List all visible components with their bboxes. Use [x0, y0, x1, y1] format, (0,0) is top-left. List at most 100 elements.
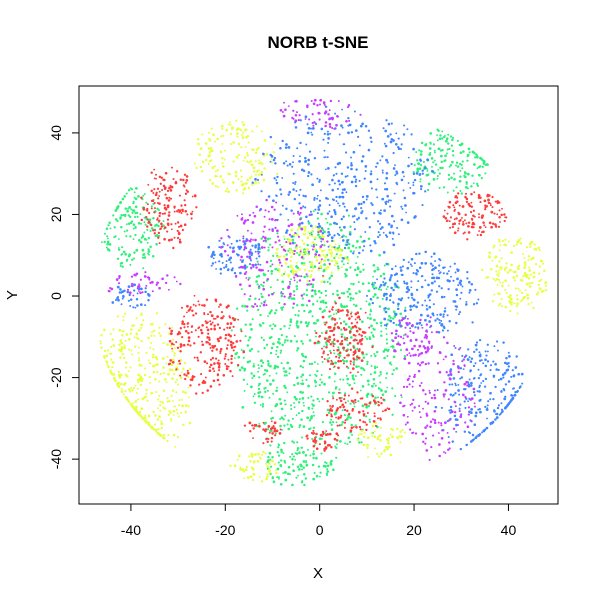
data-point-green	[322, 301, 325, 304]
data-point-yellow	[111, 366, 114, 369]
data-point-red	[355, 426, 358, 429]
data-point-magenta	[243, 246, 247, 249]
data-point-blue	[353, 228, 356, 231]
data-point-green	[452, 189, 455, 192]
data-point-green	[362, 268, 365, 271]
data-point-red	[163, 204, 166, 207]
data-point-green	[276, 232, 279, 235]
data-point-green	[287, 465, 291, 469]
data-point-green	[385, 372, 389, 375]
data-point-yellow	[167, 413, 171, 416]
data-point-blue	[249, 248, 252, 251]
data-point-green	[476, 182, 479, 186]
data-point-red	[185, 179, 189, 182]
data-point-green	[375, 322, 379, 325]
data-point-green	[316, 217, 320, 220]
data-point-blue	[402, 133, 406, 136]
data-point-green	[113, 226, 116, 229]
data-point-green	[356, 255, 359, 258]
data-point-red	[152, 229, 155, 232]
data-point-green	[270, 346, 274, 350]
data-point-green	[103, 232, 106, 235]
data-point-yellow	[242, 131, 245, 134]
data-point-magenta	[428, 342, 431, 345]
data-point-yellow	[528, 266, 531, 269]
data-point-yellow	[117, 373, 121, 377]
data-point-yellow	[334, 248, 337, 251]
data-point-green	[359, 235, 362, 238]
data-point-yellow	[255, 125, 258, 128]
data-point-blue	[459, 279, 463, 283]
data-point-yellow	[489, 267, 493, 271]
data-point-green	[278, 301, 281, 304]
data-point-red	[459, 219, 462, 222]
data-point-blue	[397, 145, 400, 149]
data-point-red	[274, 434, 277, 437]
data-point-yellow	[499, 281, 502, 284]
data-point-green	[262, 272, 265, 275]
data-point-yellow	[247, 186, 250, 190]
data-point-green	[259, 404, 262, 406]
data-point-red	[354, 318, 357, 321]
data-point-magenta	[267, 294, 271, 297]
data-point-blue	[489, 391, 492, 395]
data-point-magenta	[244, 219, 247, 222]
data-point-yellow	[328, 248, 331, 252]
data-point-green	[346, 290, 349, 294]
data-point-green	[274, 404, 277, 408]
data-point-yellow	[515, 243, 518, 246]
data-point-blue	[475, 302, 479, 305]
data-point-red	[347, 354, 350, 357]
data-point-blue	[397, 302, 400, 306]
data-point-red	[224, 362, 227, 366]
data-point-green	[278, 444, 281, 447]
data-point-blue	[327, 137, 330, 140]
data-point-blue	[225, 265, 228, 268]
data-point-yellow	[498, 240, 501, 243]
data-point-blue	[342, 215, 345, 218]
data-point-blue	[391, 237, 394, 240]
data-point-green	[416, 159, 419, 162]
data-point-blue	[341, 188, 344, 191]
data-point-green	[382, 350, 386, 353]
data-point-blue	[377, 231, 380, 234]
data-point-yellow	[187, 386, 190, 389]
data-point-blue	[285, 207, 288, 211]
data-point-green	[359, 270, 362, 274]
data-point-green	[287, 419, 290, 422]
data-point-green	[241, 304, 244, 308]
data-point-magenta	[308, 118, 311, 121]
data-point-yellow	[208, 154, 211, 157]
data-point-blue	[343, 205, 346, 208]
data-point-yellow	[516, 298, 519, 301]
data-point-red	[494, 225, 498, 228]
data-point-red	[275, 429, 279, 433]
data-point-green	[286, 391, 289, 394]
data-point-red	[337, 366, 340, 370]
data-point-blue	[291, 165, 294, 168]
data-point-green	[277, 454, 281, 457]
data-point-blue	[400, 205, 403, 208]
x-axis-label: X	[313, 565, 323, 582]
data-point-blue	[330, 215, 333, 218]
data-point-green	[356, 240, 359, 243]
data-point-magenta	[263, 236, 267, 240]
data-point-red	[218, 305, 220, 308]
data-point-magenta	[403, 357, 407, 361]
data-point-green	[288, 327, 291, 330]
data-point-green	[309, 454, 312, 457]
data-point-yellow	[321, 249, 324, 253]
data-point-green	[332, 391, 335, 395]
data-point-green	[280, 407, 284, 411]
data-point-yellow	[242, 159, 245, 162]
data-point-red	[448, 200, 452, 204]
data-point-blue	[367, 129, 371, 132]
data-point-green	[370, 354, 373, 357]
data-point-green	[143, 221, 146, 224]
data-point-yellow	[127, 400, 131, 403]
data-point-yellow	[516, 266, 519, 269]
data-point-red	[458, 204, 461, 207]
data-point-red	[147, 183, 150, 186]
data-point-blue	[365, 198, 368, 201]
data-point-red	[340, 322, 342, 325]
